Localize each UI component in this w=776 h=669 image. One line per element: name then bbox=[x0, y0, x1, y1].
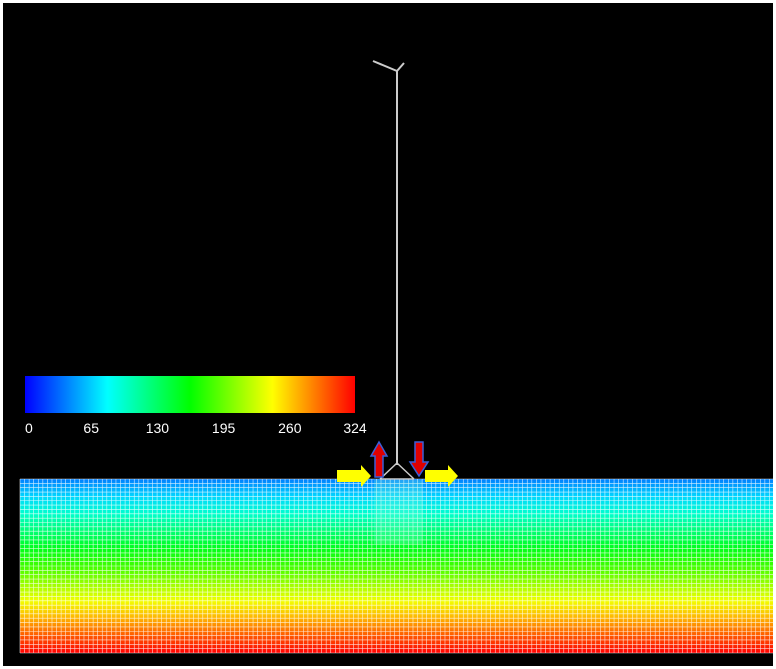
foundation-block bbox=[374, 480, 422, 544]
colorbar-tick-label: 0 bbox=[25, 420, 33, 436]
arrow-down bbox=[408, 441, 430, 478]
structure bbox=[372, 60, 415, 480]
simulation-plot: 0 65 130 195 260 324 bbox=[19, 60, 773, 654]
mast-arm-left bbox=[372, 60, 398, 72]
colorbar-tick-label: 130 bbox=[146, 420, 170, 436]
colorbar-bar bbox=[25, 376, 355, 413]
arrow-right-left-side bbox=[337, 465, 371, 487]
colorbar-ticks: 0 65 130 195 260 324 bbox=[25, 420, 367, 436]
load-arrows bbox=[337, 440, 458, 487]
mesh-domain bbox=[19, 478, 773, 654]
colorbar-tick-label: 65 bbox=[83, 420, 99, 436]
arrow-up bbox=[369, 440, 389, 478]
mesh-grid-lines bbox=[19, 478, 773, 654]
colorbar-tick-label: 195 bbox=[212, 420, 236, 436]
colorbar: 0 65 130 195 260 324 bbox=[25, 376, 367, 436]
arrow-right-right-side bbox=[425, 465, 458, 487]
mast-arm-right bbox=[396, 62, 405, 72]
colorbar-tick-label: 324 bbox=[343, 420, 367, 436]
mast-base-right bbox=[396, 462, 415, 480]
plot-frame: 0 65 130 195 260 324 bbox=[3, 3, 773, 666]
colorbar-tick-label: 260 bbox=[278, 420, 302, 436]
mesh-grid-path bbox=[19, 478, 773, 654]
